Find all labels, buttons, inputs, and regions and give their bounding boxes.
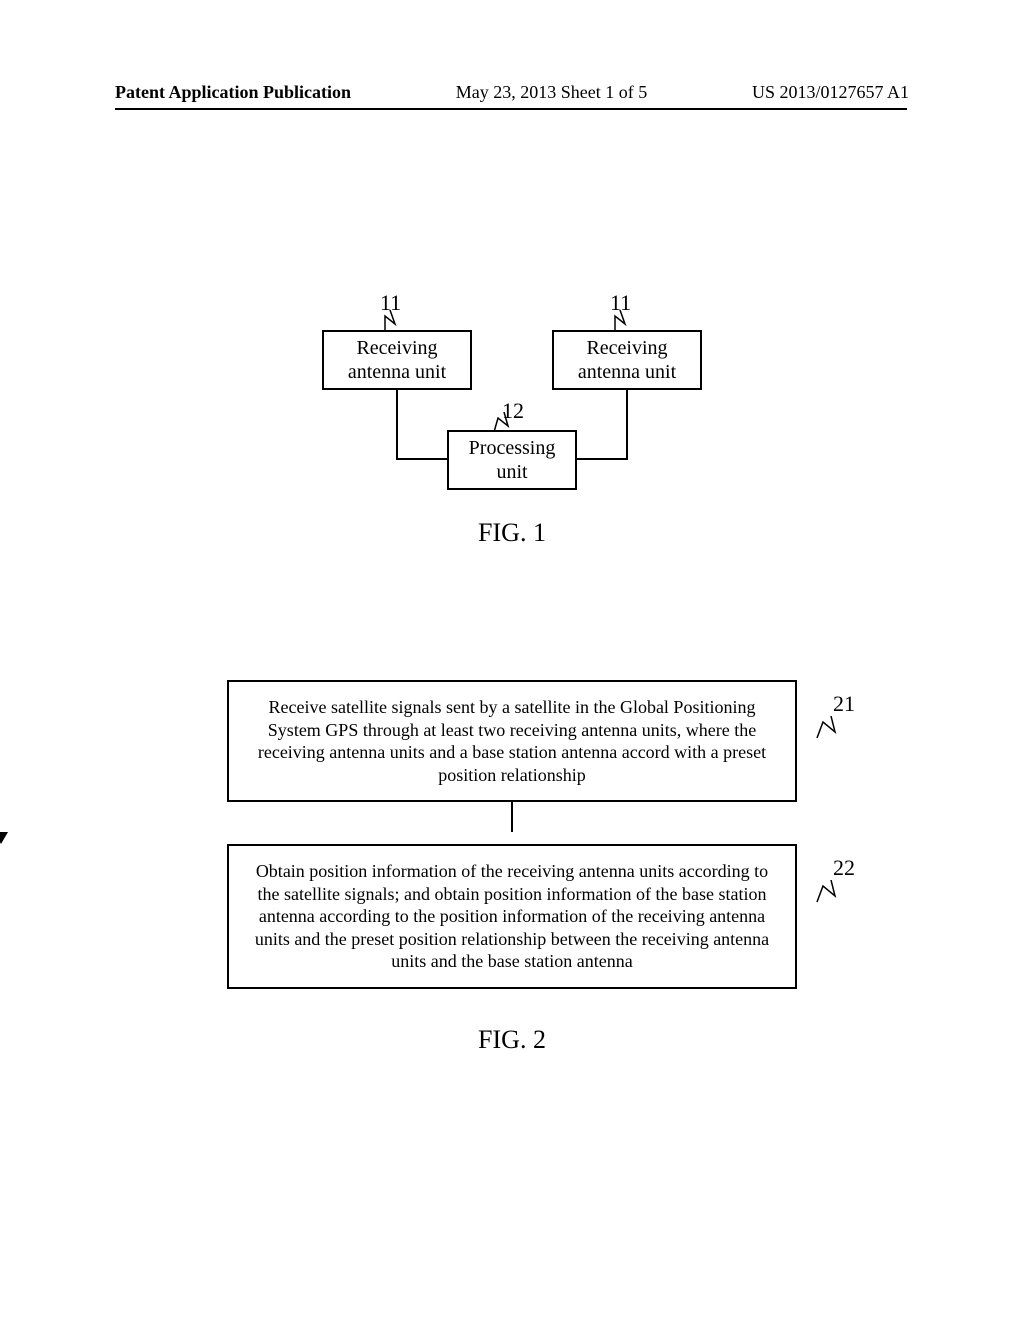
fig2-caption: FIG. 2 — [0, 1025, 1024, 1055]
figure-2: Receive satellite signals sent by a sate… — [0, 680, 1024, 989]
header-center: May 23, 2013 Sheet 1 of 5 — [456, 82, 647, 103]
processing-unit-box: Processing unit — [447, 430, 577, 490]
receiving-antenna-unit-box-left: Receiving antenna unit — [322, 330, 472, 390]
connector-line — [577, 458, 628, 460]
box-text: Processing — [469, 436, 556, 460]
box-text: Receiving — [586, 336, 667, 360]
lead-line-icon — [815, 716, 845, 748]
lead-line-icon — [610, 308, 634, 332]
fig2-ref-21: 21 — [833, 690, 855, 718]
flow-step-22: Obtain position information of the recei… — [227, 844, 797, 989]
receiving-antenna-unit-box-right: Receiving antenna unit — [552, 330, 702, 390]
box-text: Receiving — [356, 336, 437, 360]
page-header: Patent Application Publication May 23, 2… — [0, 82, 1024, 103]
connector-line — [396, 390, 398, 460]
header-rule — [115, 108, 907, 110]
box-text: antenna unit — [578, 360, 676, 384]
flow-step-text: Obtain position information of the recei… — [255, 861, 769, 971]
lead-line-icon — [380, 308, 404, 332]
fig2-ref-22: 22 — [833, 854, 855, 882]
header-right: US 2013/0127657 A1 — [752, 82, 909, 103]
box-text: antenna unit — [348, 360, 446, 384]
flow-arrow-icon — [0, 802, 1024, 844]
flow-step-text: Receive satellite signals sent by a sate… — [258, 697, 766, 785]
lead-line-icon — [815, 880, 845, 912]
fig1-caption: FIG. 1 — [0, 518, 1024, 548]
flow-step-21: Receive satellite signals sent by a sate… — [227, 680, 797, 802]
connector-line — [626, 390, 628, 460]
connector-line — [396, 458, 449, 460]
header-left: Patent Application Publication — [115, 82, 351, 103]
box-text: unit — [496, 460, 527, 484]
